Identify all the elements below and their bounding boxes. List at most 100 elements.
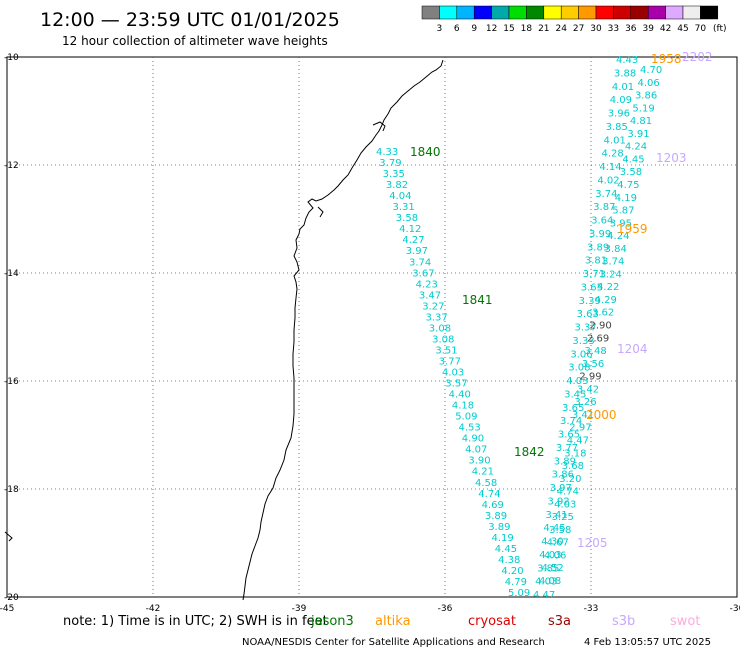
wave-height-value: 3.64 (591, 216, 613, 227)
pass-time-label: 1840 (410, 145, 441, 159)
satellite-name-swot: swot (670, 614, 700, 629)
wave-height-value: 3.82 (386, 180, 408, 191)
wave-height-value: 3.37 (575, 323, 597, 334)
legend-swatch (647, 5, 666, 20)
wave-height-value: 4.45 (543, 523, 565, 534)
pass-time-label: 1204 (617, 342, 648, 356)
wave-height-value: 4.52 (542, 563, 564, 574)
wave-height-value: 2.99 (579, 372, 601, 383)
wave-height-value: 5.87 (612, 206, 634, 217)
legend-tick-label: 6 (454, 24, 460, 34)
coast-islet (4, 121, 386, 542)
wave-height-value: 3.74 (560, 416, 582, 427)
legend-swatch (421, 5, 440, 20)
wave-height-value: 3.26 (574, 397, 596, 408)
legend-tick-label: 39 (642, 24, 654, 34)
wave-height-value: 3.81 (585, 256, 607, 267)
legend-tick-label: 24 (555, 24, 567, 34)
legend-tick-label: 42 (660, 24, 671, 34)
wave-height-value: 4.07 (465, 445, 487, 456)
wave-height-value: 3.74 (595, 189, 617, 200)
lon-label: -39 (292, 604, 307, 614)
legend-units: (ft) (713, 24, 727, 34)
wave-height-value: 3.88 (614, 68, 636, 79)
legend-tick-label: 12 (486, 24, 497, 34)
wave-height-value: 3.08 (432, 334, 454, 345)
wave-height-value: 4.47 (567, 435, 589, 446)
wave-height-value: 3.68 (562, 461, 584, 472)
lat-label: -12 (4, 161, 19, 171)
wave-height-value: 4.03 (539, 550, 561, 561)
legend-swatch (613, 5, 632, 20)
wave-height-value: 3.95 (610, 218, 632, 229)
pass-time-label: 1841 (462, 293, 493, 307)
legend-tick-label: 70 (695, 24, 707, 34)
wave-height-value: 4.19 (615, 193, 637, 204)
wave-height-value: 3.41 (572, 410, 594, 421)
wave-height-value: 4.79 (505, 577, 527, 588)
lat-label: -16 (4, 377, 19, 387)
wave-height-value: 3.67 (412, 268, 434, 279)
wave-height-value: 3.65 (581, 282, 603, 293)
wave-height-value: 4.22 (597, 282, 619, 293)
wave-height-value: 3.47 (419, 290, 441, 301)
wave-height-value: 3.87 (593, 202, 615, 213)
wave-height-value: 4.90 (462, 434, 484, 445)
wave-height-value: 3.90 (468, 456, 490, 467)
legend-swatch (578, 5, 597, 20)
pass-time-label: 1205 (577, 536, 608, 550)
satellite-name-cryosat: cryosat (468, 614, 516, 629)
wave-height-value: 3.97 (406, 246, 428, 257)
legend-swatch (700, 5, 719, 20)
wave-height-value: 3.86 (635, 91, 657, 102)
chart-subtitle: 12 hour collection of altimeter wave hei… (62, 34, 328, 48)
coastline (242, 59, 444, 601)
wave-height-value: 4.29 (595, 295, 617, 306)
wave-height-value: 3.41 (545, 510, 567, 521)
pass-time-label: 2000 (586, 408, 617, 422)
lon-label: -30 (730, 604, 740, 614)
wave-height-value: 4.58 (475, 478, 497, 489)
wave-height-value: 4.03 (535, 577, 557, 588)
legend-tick-label: 18 (521, 24, 533, 34)
legend-tick-label: 3 (437, 24, 443, 34)
wave-height-value: 3.99 (589, 229, 611, 240)
lon-label: -42 (146, 604, 161, 614)
wave-height-value: 3.58 (396, 213, 418, 224)
wave-height-value: 3.58 (549, 525, 571, 536)
wave-height-value: 5.09 (508, 588, 530, 599)
wave-height-value: 4.20 (501, 566, 523, 577)
wave-height-value: 3.79 (379, 158, 401, 169)
chart-title: 12:00 — 23:59 UTC 01/01/2025 (40, 9, 340, 31)
wave-height-value: 4.53 (459, 423, 481, 434)
wave-height-value: 3.85 (606, 122, 628, 133)
wave-height-value: 3.62 (592, 308, 614, 319)
wave-height-value: 4.40 (449, 390, 471, 401)
wave-height-value: 3.97 (550, 483, 572, 494)
wave-height-value: 4.21 (472, 467, 494, 478)
wave-height-value: 3.89 (587, 242, 609, 253)
pass-time-label: 1958 (651, 52, 682, 66)
legend-tick-label: 15 (503, 24, 514, 34)
wave-height-value: 3.92 (548, 496, 570, 507)
legend-swatch (439, 5, 458, 20)
wave-height-value: 3.86 (552, 470, 574, 481)
wave-height-value: 3.37 (426, 312, 448, 323)
wave-height-value: 3.08 (568, 363, 590, 374)
wave-height-value: 3.57 (445, 379, 467, 390)
wave-height-value: 4.09 (610, 95, 632, 106)
wave-height-value: 3.65 (558, 430, 580, 441)
satellite-name-s3a: s3a (548, 614, 571, 629)
wave-height-value: 2.97 (569, 423, 591, 434)
wave-height-value: 3.77 (556, 443, 578, 454)
wave-height-value: 4.33 (376, 147, 398, 158)
legend-swatch (560, 5, 579, 20)
wave-height-value: 4.27 (402, 235, 424, 246)
map-frame (6, 56, 738, 598)
satellite-name-s3b: s3b (612, 614, 635, 629)
legend-swatch (682, 5, 701, 20)
wave-height-value: 3.65 (562, 403, 584, 414)
wave-height-value: 4.12 (399, 224, 421, 235)
lon-label: -33 (584, 604, 599, 614)
wave-height-value: 3.56 (582, 359, 604, 370)
